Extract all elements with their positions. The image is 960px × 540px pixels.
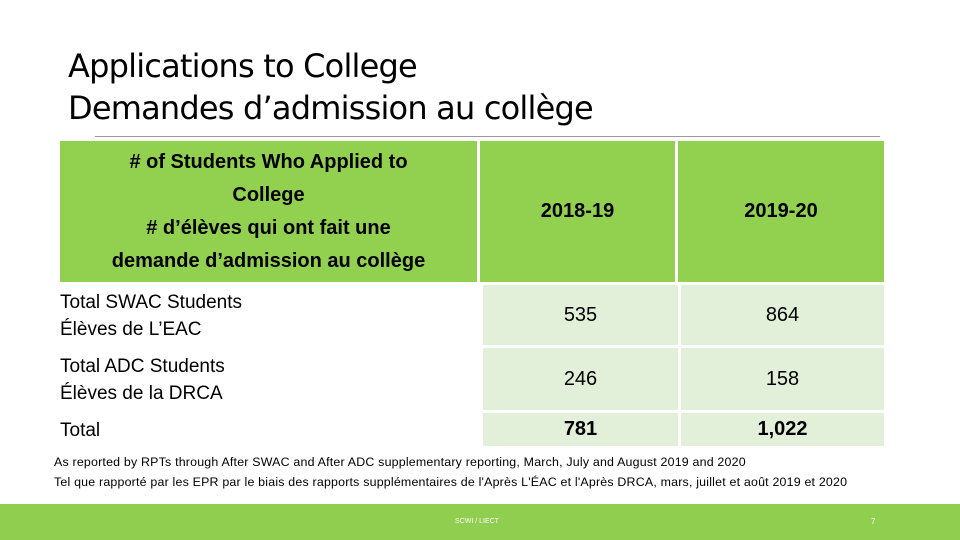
table-row-total: Total 781 1,022 (60, 410, 884, 446)
source-note-en: As reported by RPTs through After SWAC a… (54, 455, 746, 469)
value-2019-20: 158 (678, 345, 884, 410)
header-label-fr-line2: demande d’admission au collège (111, 249, 426, 272)
table-header-row: # of Students Who Applied to College # d… (60, 141, 884, 282)
title-french: Demandes d’admission au collège (68, 89, 594, 127)
slide-number: 7 (871, 517, 876, 526)
header-2019-20: 2019-20 (678, 141, 884, 282)
footer-organization: SCWI / LIECT (455, 518, 499, 525)
table-row-adc: Total ADC Students Élèves de la DRCA 246… (60, 345, 884, 410)
row-label-en: Total (60, 410, 480, 446)
source-note: As reported by RPTs through After SWAC a… (54, 452, 847, 492)
footer-bar: SCWI / LIECT 7 (0, 504, 960, 540)
slide-title: Applications to College Demandes d’admis… (68, 45, 888, 129)
header-label-cell: # of Students Who Applied to College # d… (60, 141, 480, 282)
value-2018-19: 535 (480, 282, 678, 345)
value-2018-19: 781 (480, 410, 678, 446)
table-row-swac: Total SWAC Students Élèves de L’EAC 535 … (60, 282, 884, 345)
title-divider (95, 136, 880, 137)
header-label-en-line1: # of Students Who Applied to (129, 150, 408, 173)
value-2018-19: 246 (480, 345, 678, 410)
row-label: Total ADC Students Élèves de la DRCA (60, 345, 480, 410)
value-2019-20: 864 (678, 282, 884, 345)
row-label-en: Total ADC Students (60, 356, 225, 377)
row-label-en: Total SWAC Students (60, 292, 242, 313)
header-label-en-line2: College (232, 183, 305, 206)
row-label-fr: Élèves de la DRCA (60, 383, 223, 404)
header-label-fr-line1: # d’élèves qui ont fait une (146, 216, 391, 239)
applications-table: # of Students Who Applied to College # d… (60, 141, 884, 446)
row-label-fr: Élèves de L’EAC (60, 319, 202, 340)
source-note-fr: Tel que rapporté par les EPR par le biai… (54, 475, 848, 489)
title-english: Applications to College (68, 47, 418, 85)
row-label: Total SWAC Students Élèves de L’EAC (60, 282, 480, 345)
header-2018-19: 2018-19 (480, 141, 678, 282)
value-2019-20: 1,022 (678, 410, 884, 446)
